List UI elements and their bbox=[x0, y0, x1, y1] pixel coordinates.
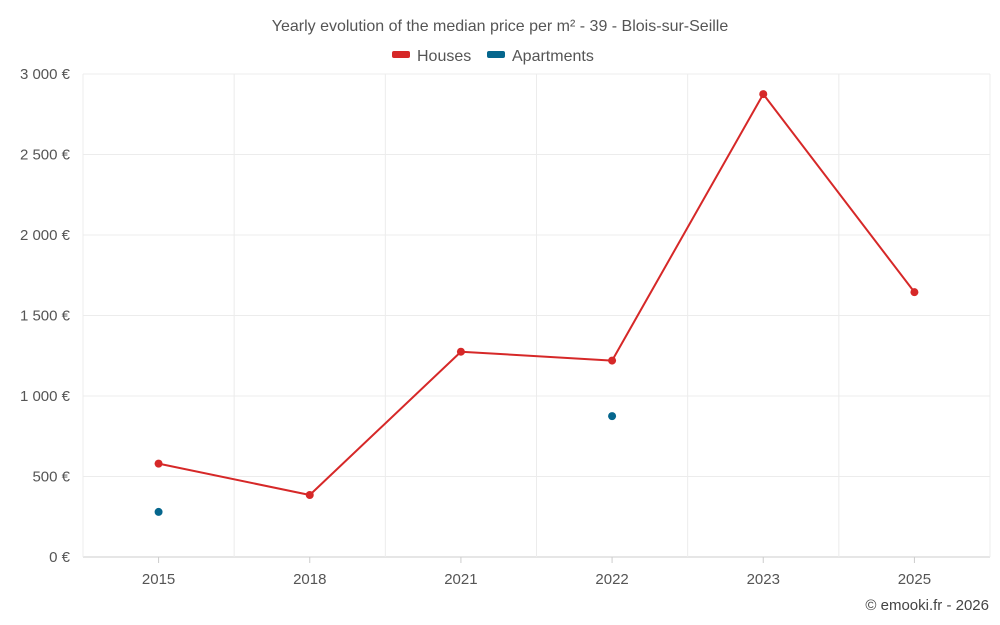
gridlines bbox=[82, 73, 991, 558]
credit-text: © emooki.fr - 2026 bbox=[865, 597, 989, 614]
data-point-houses-2021[interactable] bbox=[456, 347, 465, 356]
x-tick-label: 2023 bbox=[747, 571, 780, 588]
y-tick-label: 1 500 € bbox=[20, 308, 71, 325]
chart-title: Yearly evolution of the median price per… bbox=[272, 18, 729, 35]
x-tick-label: 2022 bbox=[595, 571, 628, 588]
y-tick-label: 0 € bbox=[49, 549, 71, 566]
x-tick-label: 2025 bbox=[898, 571, 931, 588]
y-tick-label: 3 000 € bbox=[20, 66, 71, 83]
legend-swatch-apartments bbox=[487, 51, 505, 58]
legend: Houses Apartments bbox=[392, 48, 594, 65]
legend-label-houses: Houses bbox=[417, 48, 471, 65]
y-tick-label: 2 500 € bbox=[20, 147, 71, 164]
legend-swatch-houses bbox=[392, 51, 410, 58]
y-tick-label: 500 € bbox=[32, 469, 70, 486]
x-axis-tick-labels: 2015 2018 2021 2022 2023 2025 bbox=[142, 557, 931, 588]
x-tick-label: 2021 bbox=[444, 571, 477, 588]
plot-area bbox=[154, 90, 919, 516]
y-tick-label: 2 000 € bbox=[20, 227, 71, 244]
data-point-houses-2022[interactable] bbox=[608, 356, 617, 365]
data-point-apartments-2022[interactable] bbox=[608, 412, 617, 421]
legend-label-apartments: Apartments bbox=[512, 48, 594, 65]
legend-item-apartments[interactable]: Apartments bbox=[487, 48, 594, 65]
data-point-houses-2023[interactable] bbox=[759, 90, 768, 99]
series-line-houses bbox=[158, 93, 916, 497]
data-point-apartments-2015[interactable] bbox=[154, 507, 163, 516]
x-tick-label: 2018 bbox=[293, 571, 326, 588]
legend-item-houses[interactable]: Houses bbox=[392, 48, 471, 65]
data-point-houses-2015[interactable] bbox=[154, 459, 163, 468]
y-axis-tick-labels: 0 € 500 € 1 000 € 1 500 € 2 000 € 2 500 € 3 00… bbox=[20, 66, 71, 566]
y-tick-label: 1 000 € bbox=[20, 388, 71, 405]
data-point-houses-2018[interactable] bbox=[305, 491, 314, 500]
x-tick-label: 2015 bbox=[142, 571, 175, 588]
data-point-houses-2025[interactable] bbox=[910, 288, 919, 297]
